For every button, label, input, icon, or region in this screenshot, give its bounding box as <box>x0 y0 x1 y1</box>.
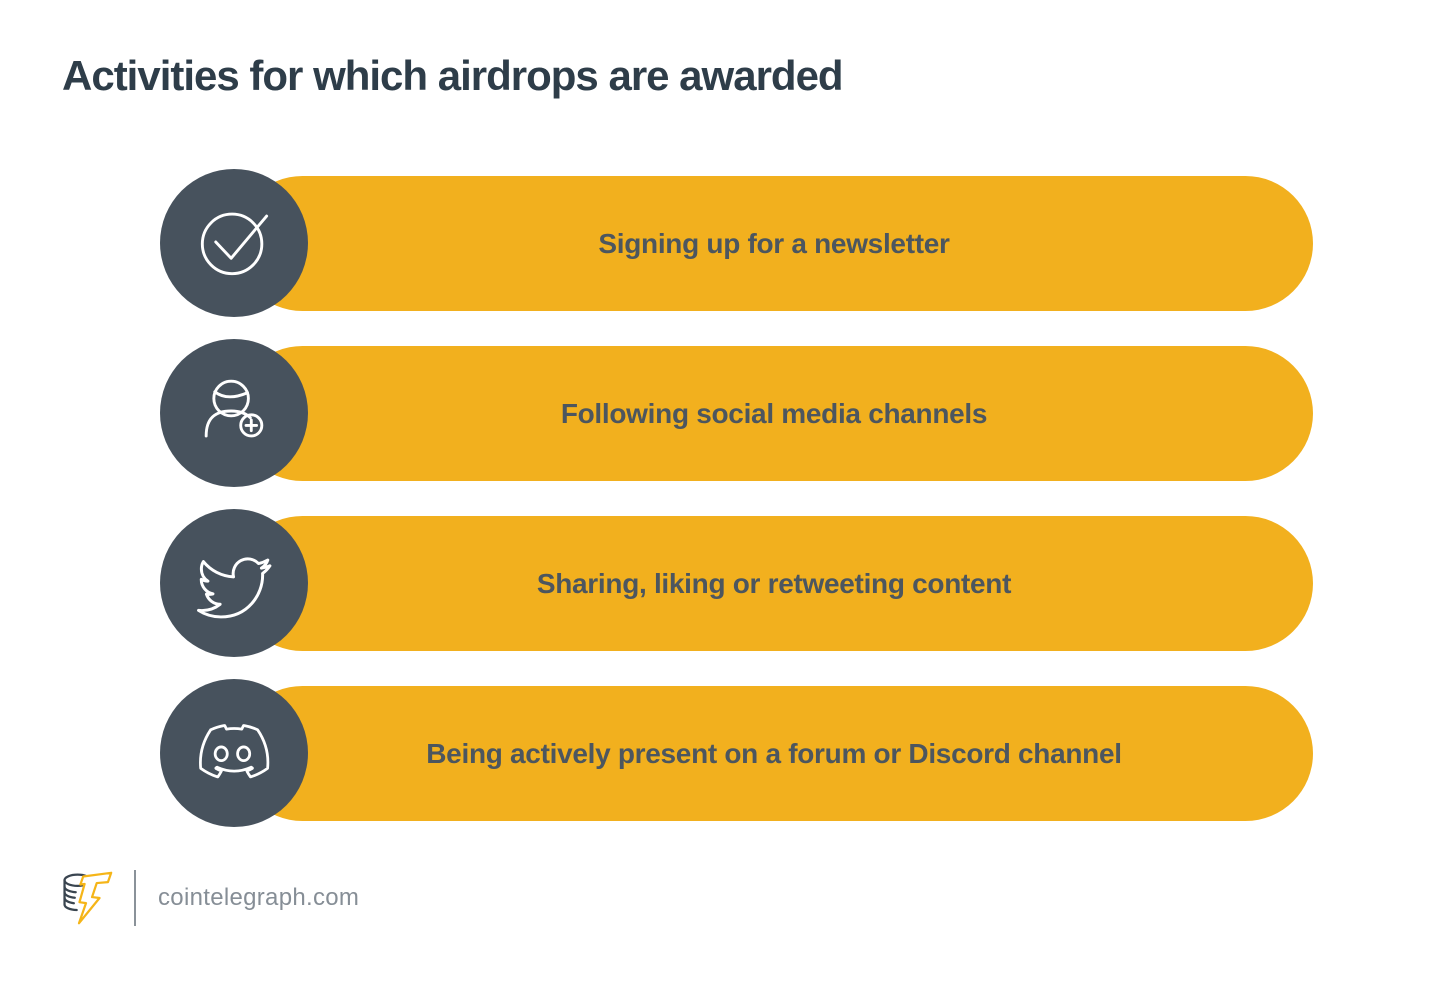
twitter-bird-icon <box>186 533 282 634</box>
user-add-icon <box>186 363 282 464</box>
activity-pill: Signing up for a newsletter <box>235 176 1313 311</box>
activity-pill: Being actively present on a forum or Dis… <box>235 686 1313 821</box>
cointelegraph-logo <box>58 866 114 930</box>
footer: cointelegraph.com <box>58 866 359 930</box>
activity-label: Sharing, liking or retweeting content <box>536 568 1012 599</box>
activity-label: Being actively present on a forum or Dis… <box>426 738 1122 769</box>
activity-label: Signing up for a newsletter <box>598 228 950 259</box>
footer-divider <box>134 870 136 926</box>
activity-row-forum-discord: Being actively present on a forum or Dis… <box>0 679 1450 827</box>
icon-circle <box>160 509 308 657</box>
activity-row-social-follow: Following social media channels <box>0 339 1450 487</box>
icon-circle <box>160 679 308 827</box>
icon-circle <box>160 169 308 317</box>
activity-row-newsletter: Signing up for a newsletter <box>0 169 1450 317</box>
discord-icon <box>186 703 282 804</box>
icon-circle <box>160 339 308 487</box>
activity-pill: Sharing, liking or retweeting content <box>235 516 1313 651</box>
page-title: Activities for which airdrops are awarde… <box>62 52 844 99</box>
footer-site-label: cointelegraph.com <box>158 884 360 911</box>
activity-row-share-retweet: Sharing, liking or retweeting content <box>0 509 1450 657</box>
activity-label: Following social media channels <box>560 398 988 429</box>
check-circle-icon <box>186 193 282 294</box>
activity-pill: Following social media channels <box>235 346 1313 481</box>
